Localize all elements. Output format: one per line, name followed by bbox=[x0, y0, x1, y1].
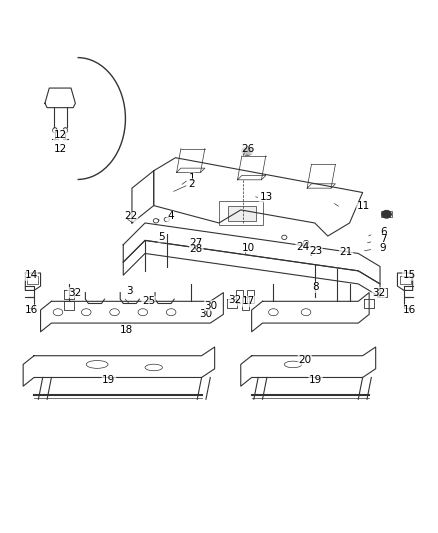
Text: 19: 19 bbox=[102, 375, 116, 385]
Text: 20: 20 bbox=[298, 355, 311, 365]
Bar bbox=[228, 206, 256, 221]
Text: 22: 22 bbox=[124, 212, 138, 221]
Text: 30: 30 bbox=[205, 301, 218, 311]
Text: 27: 27 bbox=[190, 238, 203, 247]
Text: 18: 18 bbox=[120, 325, 133, 335]
Bar bbox=[247, 290, 254, 303]
Text: 2: 2 bbox=[189, 179, 195, 189]
Bar bbox=[219, 201, 262, 225]
Bar bbox=[381, 211, 392, 217]
Text: 6: 6 bbox=[380, 227, 386, 237]
Bar bbox=[27, 276, 38, 284]
Text: 21: 21 bbox=[339, 247, 353, 257]
Text: 11: 11 bbox=[357, 201, 370, 212]
Text: 8: 8 bbox=[312, 282, 319, 293]
Text: 32: 32 bbox=[372, 288, 385, 297]
Text: 3: 3 bbox=[127, 286, 133, 296]
Text: 10: 10 bbox=[242, 243, 255, 253]
Text: 17: 17 bbox=[241, 296, 255, 306]
Text: 16: 16 bbox=[403, 305, 416, 315]
Ellipse shape bbox=[244, 148, 251, 154]
Text: 28: 28 bbox=[190, 244, 203, 254]
Text: 30: 30 bbox=[199, 309, 212, 319]
Text: 26: 26 bbox=[241, 144, 255, 154]
Text: 9: 9 bbox=[380, 243, 386, 253]
Text: 23: 23 bbox=[309, 246, 322, 256]
Text: 12: 12 bbox=[53, 144, 67, 154]
Bar bbox=[242, 297, 249, 310]
Bar bbox=[400, 276, 411, 284]
Text: 16: 16 bbox=[25, 305, 38, 315]
Text: 19: 19 bbox=[309, 375, 322, 385]
Text: 7: 7 bbox=[380, 234, 386, 244]
Text: 4: 4 bbox=[167, 212, 173, 221]
Text: 12: 12 bbox=[53, 130, 67, 140]
Text: 25: 25 bbox=[142, 296, 155, 306]
Text: 5: 5 bbox=[158, 232, 165, 242]
Text: 13: 13 bbox=[259, 192, 272, 202]
Text: 14: 14 bbox=[25, 270, 38, 280]
Text: 32: 32 bbox=[229, 295, 242, 305]
Text: 15: 15 bbox=[403, 270, 416, 280]
Bar bbox=[237, 290, 244, 303]
Text: 24: 24 bbox=[296, 242, 309, 252]
Ellipse shape bbox=[382, 211, 391, 218]
Text: 32: 32 bbox=[68, 288, 81, 297]
Text: 1: 1 bbox=[189, 173, 195, 183]
